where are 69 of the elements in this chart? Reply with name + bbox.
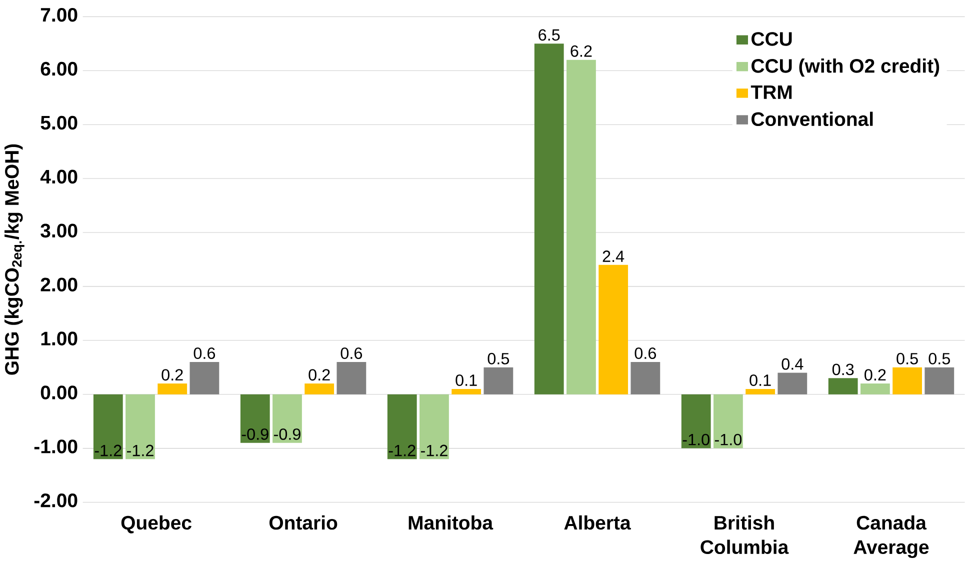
data-label: 0.1 (456, 374, 477, 386)
bar (598, 264, 628, 394)
data-label: -1.0 (682, 434, 710, 446)
data-label: -0.9 (242, 428, 268, 440)
data-label: 0.5 (928, 352, 950, 364)
data-label: -1.2 (94, 444, 122, 456)
bar (93, 394, 123, 459)
bar (240, 394, 270, 443)
y-axis-title: GHG (kgCO$_{2eq.}$/kg MeOH) (4, 144, 24, 375)
bar (778, 372, 808, 394)
bar (452, 388, 482, 394)
data-label: 0.3 (832, 363, 854, 375)
y-tick-label: -2.00 (34, 493, 78, 508)
bar (924, 367, 954, 394)
data-label: -1.2 (420, 444, 448, 456)
data-label: -1.2 (388, 444, 416, 456)
bar (860, 383, 890, 394)
data-label: 6.5 (538, 28, 560, 40)
bar (158, 383, 188, 394)
y-tick-label: 0.00 (40, 385, 78, 400)
data-label: -0.9 (274, 428, 300, 440)
x-tick-label: British Columbia (700, 515, 789, 554)
y-tick-label: 7.00 (40, 8, 78, 22)
y-tick-label: 3.00 (40, 224, 78, 238)
y-tick-label: 4.00 (40, 170, 78, 184)
x-tick-label: Ontario (269, 515, 338, 530)
data-label: 0.6 (634, 347, 656, 359)
y-tick-label: -1.00 (34, 439, 78, 454)
bar (714, 394, 743, 448)
y-tick-label: 1.00 (41, 331, 78, 346)
x-tick-label: Alberta (564, 515, 631, 530)
bar (484, 367, 514, 394)
bar (681, 394, 711, 448)
y-tick-label: 2.00 (40, 277, 78, 292)
bar (828, 378, 858, 394)
bar (630, 362, 660, 394)
bar (420, 394, 449, 459)
data-label: -1.2 (126, 444, 154, 456)
data-label: 0.2 (864, 368, 886, 380)
data-label: 0.5 (488, 352, 510, 364)
data-label: 0.6 (194, 347, 216, 359)
legend-label: Conventional (752, 112, 873, 126)
bar (746, 388, 776, 394)
bar (566, 60, 596, 394)
data-label: 0.4 (782, 358, 804, 370)
data-label: 0.6 (340, 347, 362, 359)
legend-label: CCU (with O2 credit) (752, 58, 940, 76)
data-label: 0.2 (162, 368, 183, 380)
y-tick-label: 6.00 (40, 62, 78, 76)
x-tick-label: Canada Average (854, 515, 929, 558)
legend-label: CCU (752, 32, 792, 46)
bar (534, 43, 564, 394)
bar (304, 383, 334, 394)
bar (387, 394, 417, 459)
bar (126, 394, 155, 459)
x-tick-label: Quebec (121, 515, 192, 534)
data-label: 0.5 (896, 352, 918, 364)
data-label: -1.0 (714, 434, 742, 446)
bar (272, 394, 302, 443)
x-tick-label: Manitoba (408, 515, 494, 530)
data-label: 2.4 (602, 250, 624, 262)
bar (190, 362, 220, 394)
legend-label: TRM (750, 85, 792, 99)
data-label: 0.1 (750, 374, 771, 386)
y-tick-label: 5.00 (40, 116, 78, 130)
bar (892, 367, 922, 394)
data-label: 6.2 (570, 45, 592, 57)
bar (336, 362, 366, 394)
data-label: 0.2 (308, 368, 330, 380)
